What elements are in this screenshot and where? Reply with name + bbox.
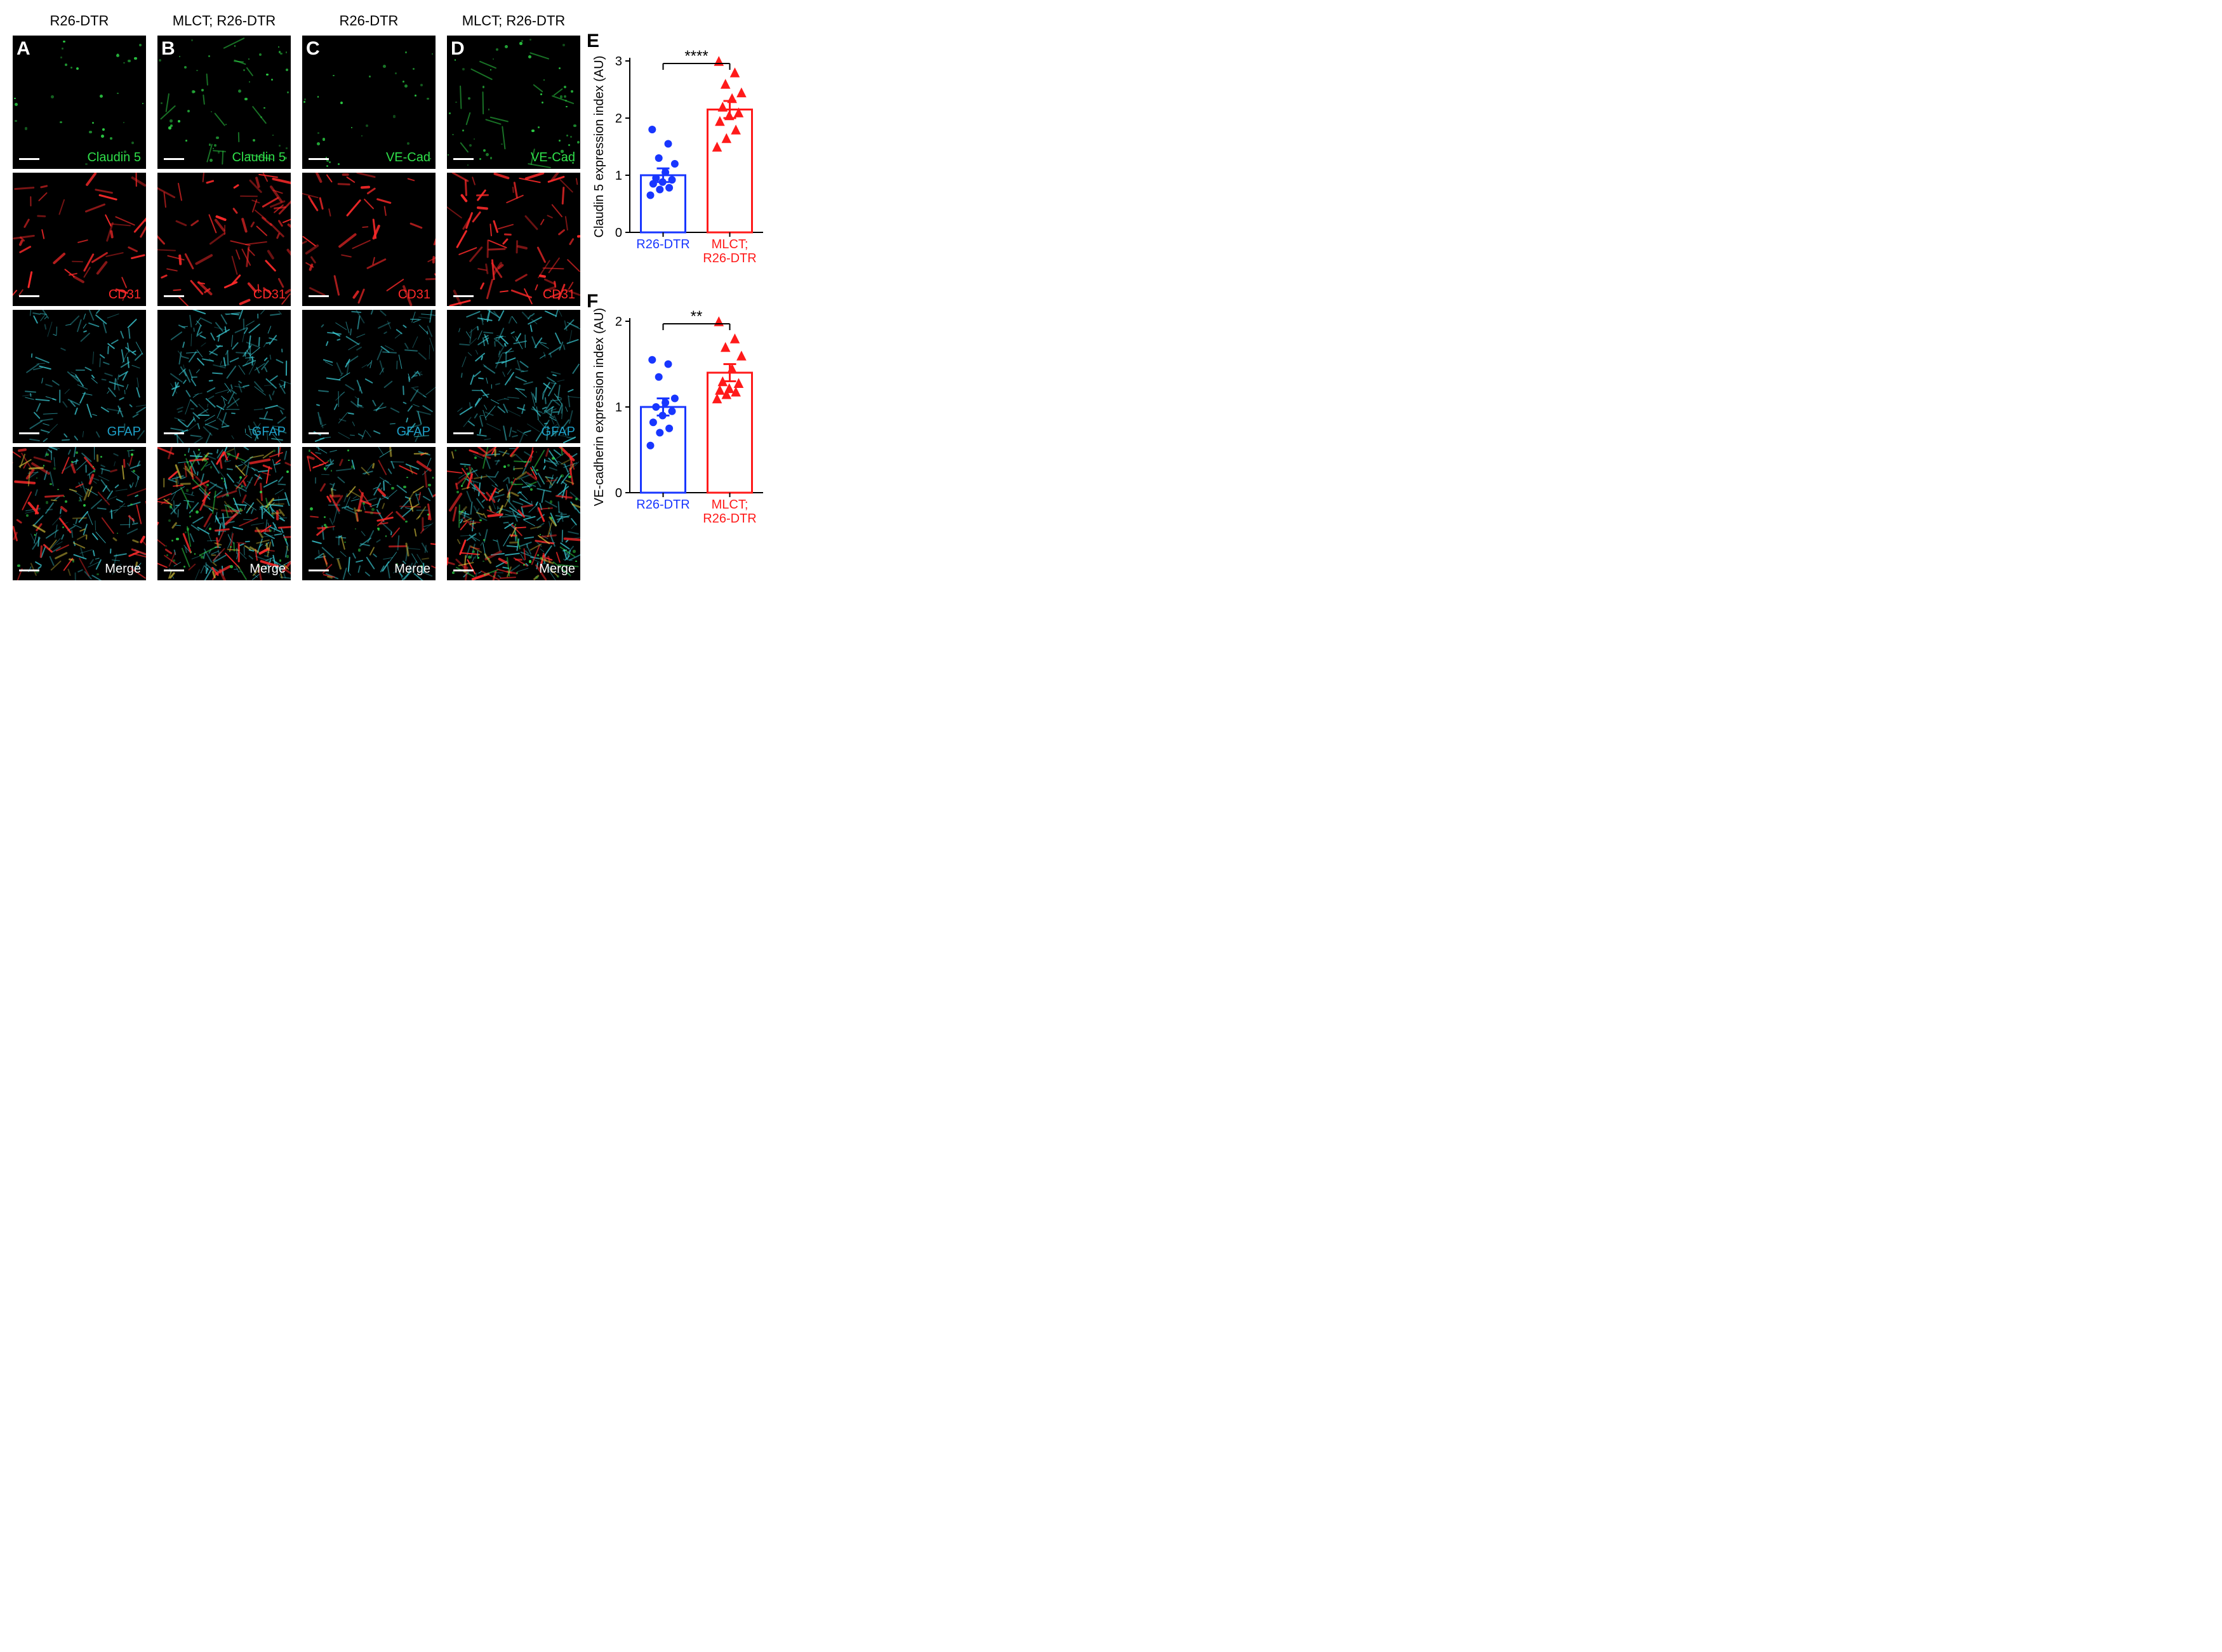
scale-bar — [164, 432, 184, 434]
image-columns: R26-DTRAClaudin 5CD31GFAPMergeMLCT; R26-… — [13, 13, 580, 580]
svg-text:0: 0 — [615, 226, 622, 240]
svg-text:0: 0 — [615, 486, 622, 500]
column-header: R26-DTR — [50, 13, 109, 30]
panel-stack: D VE-Cad CD31 GFAP Merge — [447, 36, 580, 580]
scale-bar — [309, 432, 329, 434]
micrograph-panel: CD31 — [13, 173, 146, 306]
micrograph-panel: CD31 — [157, 173, 291, 306]
stain-label: GFAP — [397, 425, 430, 439]
scale-bar — [309, 295, 329, 297]
scale-bar — [309, 570, 329, 571]
svg-text:R26-DTR: R26-DTR — [703, 512, 756, 526]
stain-label: CD31 — [253, 288, 286, 302]
scale-bar — [164, 570, 184, 571]
chart-E-block: E 0123Claudin 5 expression index (AU)R26… — [592, 36, 769, 270]
stain-label: CD31 — [398, 288, 430, 302]
scale-bar — [19, 570, 39, 571]
column-header: MLCT; R26-DTR — [173, 13, 276, 30]
scale-bar — [164, 295, 184, 297]
stain-label: Merge — [394, 562, 430, 576]
stain-label: VE-Cad — [531, 150, 575, 165]
svg-text:R26-DTR: R26-DTR — [636, 498, 689, 512]
image-column: MLCT; R26-DTR B Claudin 5 CD31 GFAP Merge — [157, 13, 291, 580]
svg-text:**: ** — [691, 308, 703, 325]
scale-bar — [19, 158, 39, 160]
micrograph-panel: Merge — [447, 447, 580, 580]
chart-E-letter: E — [587, 30, 599, 52]
stain-label: GFAP — [107, 425, 141, 439]
svg-text:2: 2 — [615, 112, 622, 126]
column-header: R26-DTR — [340, 13, 399, 30]
stain-label: Merge — [105, 562, 141, 576]
figure-root: R26-DTRAClaudin 5CD31GFAPMergeMLCT; R26-… — [13, 13, 2209, 580]
scale-bar — [453, 570, 474, 571]
charts-container: E 0123Claudin 5 expression index (AU)R26… — [592, 36, 769, 531]
micrograph-panel: GFAP — [157, 310, 291, 443]
micrograph-panel: C VE-Cad — [302, 36, 436, 169]
svg-text:3: 3 — [615, 55, 622, 69]
micrograph-panel: CD31 — [302, 173, 436, 306]
stain-label: Merge — [249, 562, 286, 576]
micrograph-panel: D VE-Cad — [447, 36, 580, 169]
scale-bar — [453, 158, 474, 160]
panel-letter: A — [17, 38, 30, 60]
svg-text:1: 1 — [615, 401, 622, 415]
chart-F: 0 1 2 VE-cadherin expression index (AU) R26-… — [592, 296, 769, 531]
chart-F-letter: F — [587, 291, 598, 312]
stain-label: VE-Cad — [386, 150, 430, 165]
chart-E: 0 1 2 3 Claudin 5 expression index (AU) R26-D… — [592, 36, 769, 270]
panel-letter: C — [306, 38, 320, 60]
image-column: R26-DTR C VE-Cad CD31 GFAP Merge — [302, 13, 436, 580]
svg-text:****: **** — [684, 48, 708, 65]
svg-text:1: 1 — [615, 169, 622, 183]
scale-bar — [453, 432, 474, 434]
svg-text:R26-DTR: R26-DTR — [703, 251, 756, 265]
scale-bar — [164, 158, 184, 160]
micrograph-panel: Merge — [302, 447, 436, 580]
panel-stack: B Claudin 5 CD31 GFAP Merge — [157, 36, 291, 580]
svg-text:Claudin 5 expression index (AU: Claudin 5 expression index (AU) — [592, 56, 606, 238]
panel-letter: B — [161, 38, 175, 60]
stain-label: CD31 — [109, 288, 141, 302]
panel-stack: C VE-Cad CD31 GFAP Merge — [302, 36, 436, 580]
stain-label: GFAP — [542, 425, 575, 439]
scale-bar — [309, 158, 329, 160]
stain-label: Merge — [539, 562, 575, 576]
micrograph-panel: B Claudin 5 — [157, 36, 291, 169]
svg-text:2: 2 — [615, 315, 622, 329]
micrograph-panel: Merge — [157, 447, 291, 580]
micrograph-panel: GFAP — [447, 310, 580, 443]
stain-label: Claudin 5 — [87, 150, 141, 165]
svg-text:MLCT;: MLCT; — [712, 237, 748, 251]
image-column: R26-DTR A Claudin 5 CD31 GFAP Merge — [13, 13, 146, 580]
svg-text:VE-cadherin expression index (: VE-cadherin expression index (AU) — [592, 308, 606, 506]
svg-text:R26-DTR: R26-DTR — [636, 237, 689, 251]
micrograph-panel: Merge — [13, 447, 146, 580]
image-column: MLCT; R26-DTR D VE-Cad CD31 GFAP Merge — [447, 13, 580, 580]
chart-F-block: F 012VE-cadherin expression index (AU)R2… — [592, 296, 769, 531]
panel-stack: A Claudin 5 CD31 GFAP Merge — [13, 36, 146, 580]
stain-label: GFAP — [252, 425, 286, 439]
svg-text:MLCT;: MLCT; — [712, 498, 748, 512]
column-header: MLCT; R26-DTR — [462, 13, 566, 30]
micrograph-panel: CD31 — [447, 173, 580, 306]
scale-bar — [19, 432, 39, 434]
stain-label: Claudin 5 — [232, 150, 286, 165]
micrograph-panel: GFAP — [13, 310, 146, 443]
micrograph-panel: A Claudin 5 — [13, 36, 146, 169]
stain-label: CD31 — [543, 288, 575, 302]
scale-bar — [453, 295, 474, 297]
micrograph-panel: GFAP — [302, 310, 436, 443]
scale-bar — [19, 295, 39, 297]
panel-letter: D — [451, 38, 465, 60]
